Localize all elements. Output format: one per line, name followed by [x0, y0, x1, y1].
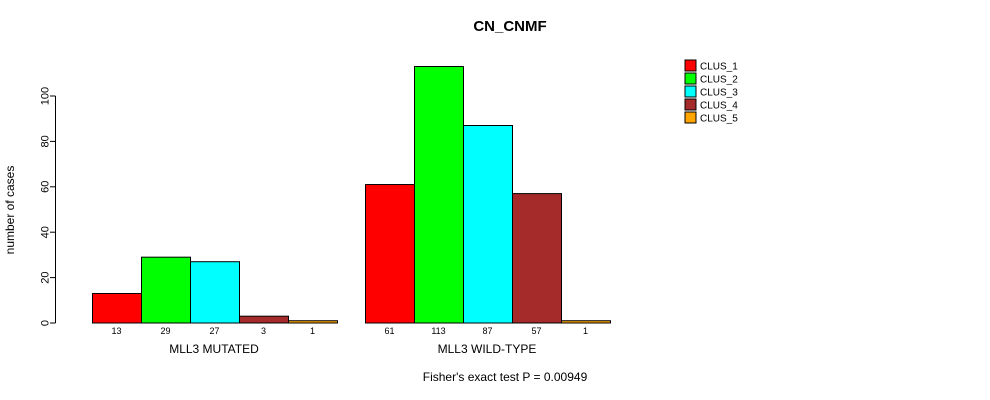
bar-clus_2 — [141, 256, 191, 324]
legend-label-clus_5: CLUS_5 — [700, 114, 738, 125]
chart-title: CN_CNMF — [473, 18, 546, 35]
legend-swatch-clus_2 — [684, 72, 697, 85]
fisher-test-footnote: Fisher's exact test P = 0.00949 — [423, 370, 588, 384]
bar-clus_5 — [561, 320, 611, 324]
legend-label-clus_1: CLUS_1 — [700, 62, 738, 73]
bar-value-label: 61 — [384, 326, 394, 336]
bar-clus_4 — [512, 193, 562, 324]
legend-label-clus_4: CLUS_4 — [700, 101, 738, 112]
bar-clus_3 — [190, 261, 240, 324]
y-axis-label: number of cases — [3, 166, 17, 255]
legend-swatch-clus_1 — [684, 59, 697, 72]
bar-value-label: 1 — [310, 326, 315, 336]
legend-label-clus_2: CLUS_2 — [700, 75, 738, 86]
bar-clus_1 — [92, 292, 142, 324]
bar-value-label: 113 — [431, 326, 445, 336]
bar-clus_3 — [463, 125, 513, 324]
bar-clus_5 — [288, 320, 338, 324]
bar-value-label: 3 — [261, 326, 266, 336]
y-axis: 0 20 40 60 80 100 — [40, 87, 56, 326]
y-axis-tick-label: 100 — [40, 87, 52, 105]
group-label-mll3-wild-type: MLL3 WILD-TYPE — [438, 342, 537, 356]
bars-layer: 13 29 27 3 1 61 113 87 57 1 — [92, 65, 611, 336]
legend-label-clus_3: CLUS_3 — [700, 88, 738, 99]
y-axis-tick-label: 80 — [40, 135, 52, 147]
bar-value-label: 57 — [531, 326, 541, 336]
y-axis-tick-label: 20 — [40, 271, 52, 283]
bar-value-label: 87 — [482, 326, 492, 336]
legend-swatch-clus_3 — [684, 85, 697, 98]
bar-clus_1 — [365, 184, 415, 324]
legend-swatch-clus_5 — [684, 111, 697, 124]
bar-value-label: 29 — [160, 326, 170, 336]
bar-clus_4 — [239, 315, 289, 324]
bar-value-label: 1 — [583, 326, 588, 336]
y-axis-tick-label: 60 — [40, 181, 52, 193]
legend: CLUS_1 CLUS_2 CLUS_3 CLUS_4 CLUS_5 — [684, 59, 738, 125]
bar-value-label: 27 — [209, 326, 219, 336]
group-label-mll3-mutated: MLL3 MUTATED — [169, 342, 259, 356]
bar-clus_2 — [414, 65, 464, 324]
bar-value-label: 13 — [111, 326, 121, 336]
legend-swatch-clus_4 — [684, 98, 697, 111]
y-axis-tick-label: 40 — [40, 226, 52, 238]
y-axis-tick-label: 0 — [40, 320, 52, 326]
